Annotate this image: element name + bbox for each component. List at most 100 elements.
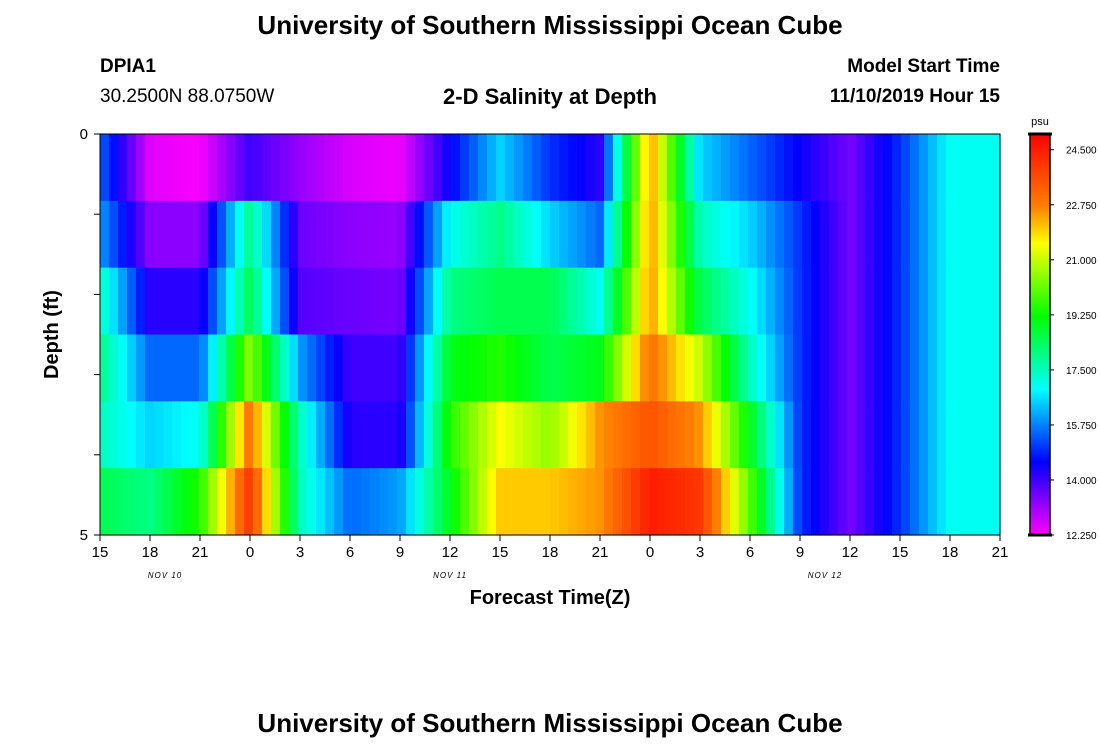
heatmap-cell [190, 134, 200, 202]
heatmap-cell [469, 334, 479, 402]
heatmap-cell [316, 401, 326, 469]
heatmap-cell [136, 134, 146, 202]
heatmap-cell [802, 468, 812, 536]
heatmap-cell [127, 401, 137, 469]
heatmap-cell [964, 334, 974, 402]
heatmap-cell [703, 334, 713, 402]
heatmap-cell [460, 334, 470, 402]
heatmap-cell [298, 401, 308, 469]
heatmap-cell [829, 134, 839, 202]
heatmap-cell [586, 334, 596, 402]
heatmap-cell [847, 200, 857, 269]
heatmap-cell [964, 468, 974, 536]
heatmap-cell [136, 401, 146, 469]
heatmap-cell [847, 267, 857, 336]
heatmap-cell [568, 267, 578, 336]
heatmap-cell [424, 334, 434, 402]
heatmap-cell [253, 334, 263, 402]
heatmap-cell [460, 134, 470, 202]
heatmap-cell [946, 334, 956, 402]
heatmap-cell [631, 134, 641, 202]
heatmap-cell [199, 334, 209, 402]
colorbar-tick-label: 19.250 [1066, 311, 1097, 322]
heatmap-cell [676, 401, 686, 469]
heatmap-cell [235, 334, 245, 402]
heatmap-cell [343, 468, 353, 536]
x-tick-label: 18 [942, 544, 959, 561]
colorbar-tick-label: 24.500 [1066, 146, 1097, 157]
heatmap-cell [415, 200, 425, 269]
heatmap-cell [784, 267, 794, 336]
heatmap-cell [100, 200, 110, 269]
heatmap-cell [271, 134, 281, 202]
heatmap-cell [433, 334, 443, 402]
heatmap-cell [379, 267, 389, 336]
x-axis-label: Forecast Time(Z) [470, 587, 631, 609]
heatmap-cell [910, 134, 920, 202]
heatmap-cell [478, 401, 488, 469]
heatmap-cell [244, 200, 254, 269]
heatmap-cell [577, 134, 587, 202]
heatmap-cell [154, 401, 164, 469]
heatmap-cell [433, 200, 443, 269]
heatmap-cell [676, 134, 686, 202]
heatmap-cell [802, 267, 812, 336]
heatmap-cell [739, 401, 749, 469]
heatmap-cell [172, 200, 182, 269]
heatmap-cell [559, 200, 569, 269]
heatmap-cell [748, 334, 758, 402]
heatmap-cell [604, 267, 614, 336]
colorbar-tick-label: 17.500 [1066, 366, 1097, 377]
station-id: DPIA1 [100, 56, 156, 77]
heatmap-cell [478, 134, 488, 202]
heatmap-cell [613, 200, 623, 269]
heatmap-cell [784, 334, 794, 402]
heatmap-cell [298, 200, 308, 269]
heatmap-cell [973, 468, 983, 536]
heatmap-cell [181, 267, 191, 336]
heatmap-cell [766, 134, 776, 202]
heatmap-cell [496, 401, 506, 469]
heatmap-cell [910, 200, 920, 269]
heatmap-cell [883, 200, 893, 269]
x-date-label: NOV 10 [148, 571, 182, 580]
heatmap-cell [946, 401, 956, 469]
heatmap-cell [739, 267, 749, 336]
colorbar-tick-label: 12.250 [1066, 531, 1097, 542]
heatmap-cell [523, 468, 533, 536]
heatmap-cell [838, 267, 848, 336]
heatmap-cell [370, 200, 380, 269]
x-tick-label: 6 [746, 544, 754, 561]
heatmap-cell [226, 134, 236, 202]
x-tick-label: 0 [246, 544, 254, 561]
heatmap-cell [739, 334, 749, 402]
heatmap-cell [100, 401, 110, 469]
x-tick-label: 9 [796, 544, 804, 561]
heatmap-cell [559, 401, 569, 469]
heatmap-cell [757, 267, 767, 336]
heatmap-cell [568, 468, 578, 536]
heatmap-cell [712, 267, 722, 336]
heatmap-cell [217, 200, 227, 269]
heatmap-cell [676, 267, 686, 336]
footer-title: University of Southern Mississippi Ocean… [257, 708, 843, 738]
heatmap-cell [946, 200, 956, 269]
heatmap-cell [874, 134, 884, 202]
heatmap-cell [712, 334, 722, 402]
heatmap-cell [370, 334, 380, 402]
heatmap-cell [550, 334, 560, 402]
heatmap-cell [964, 134, 974, 202]
heatmap-cell [487, 134, 497, 202]
heatmap-cell [964, 401, 974, 469]
heatmap-cell [424, 468, 434, 536]
heatmap-cell [433, 401, 443, 469]
heatmap-cell [865, 134, 875, 202]
x-tick-label: 18 [142, 544, 159, 561]
heatmap-cell [550, 468, 560, 536]
heatmap-cell [361, 200, 371, 269]
heatmap-cell [577, 468, 587, 536]
heatmap-cell [316, 468, 326, 536]
heatmap-cell [856, 334, 866, 402]
heatmap-cell [910, 267, 920, 336]
heatmap-cell [280, 401, 290, 469]
